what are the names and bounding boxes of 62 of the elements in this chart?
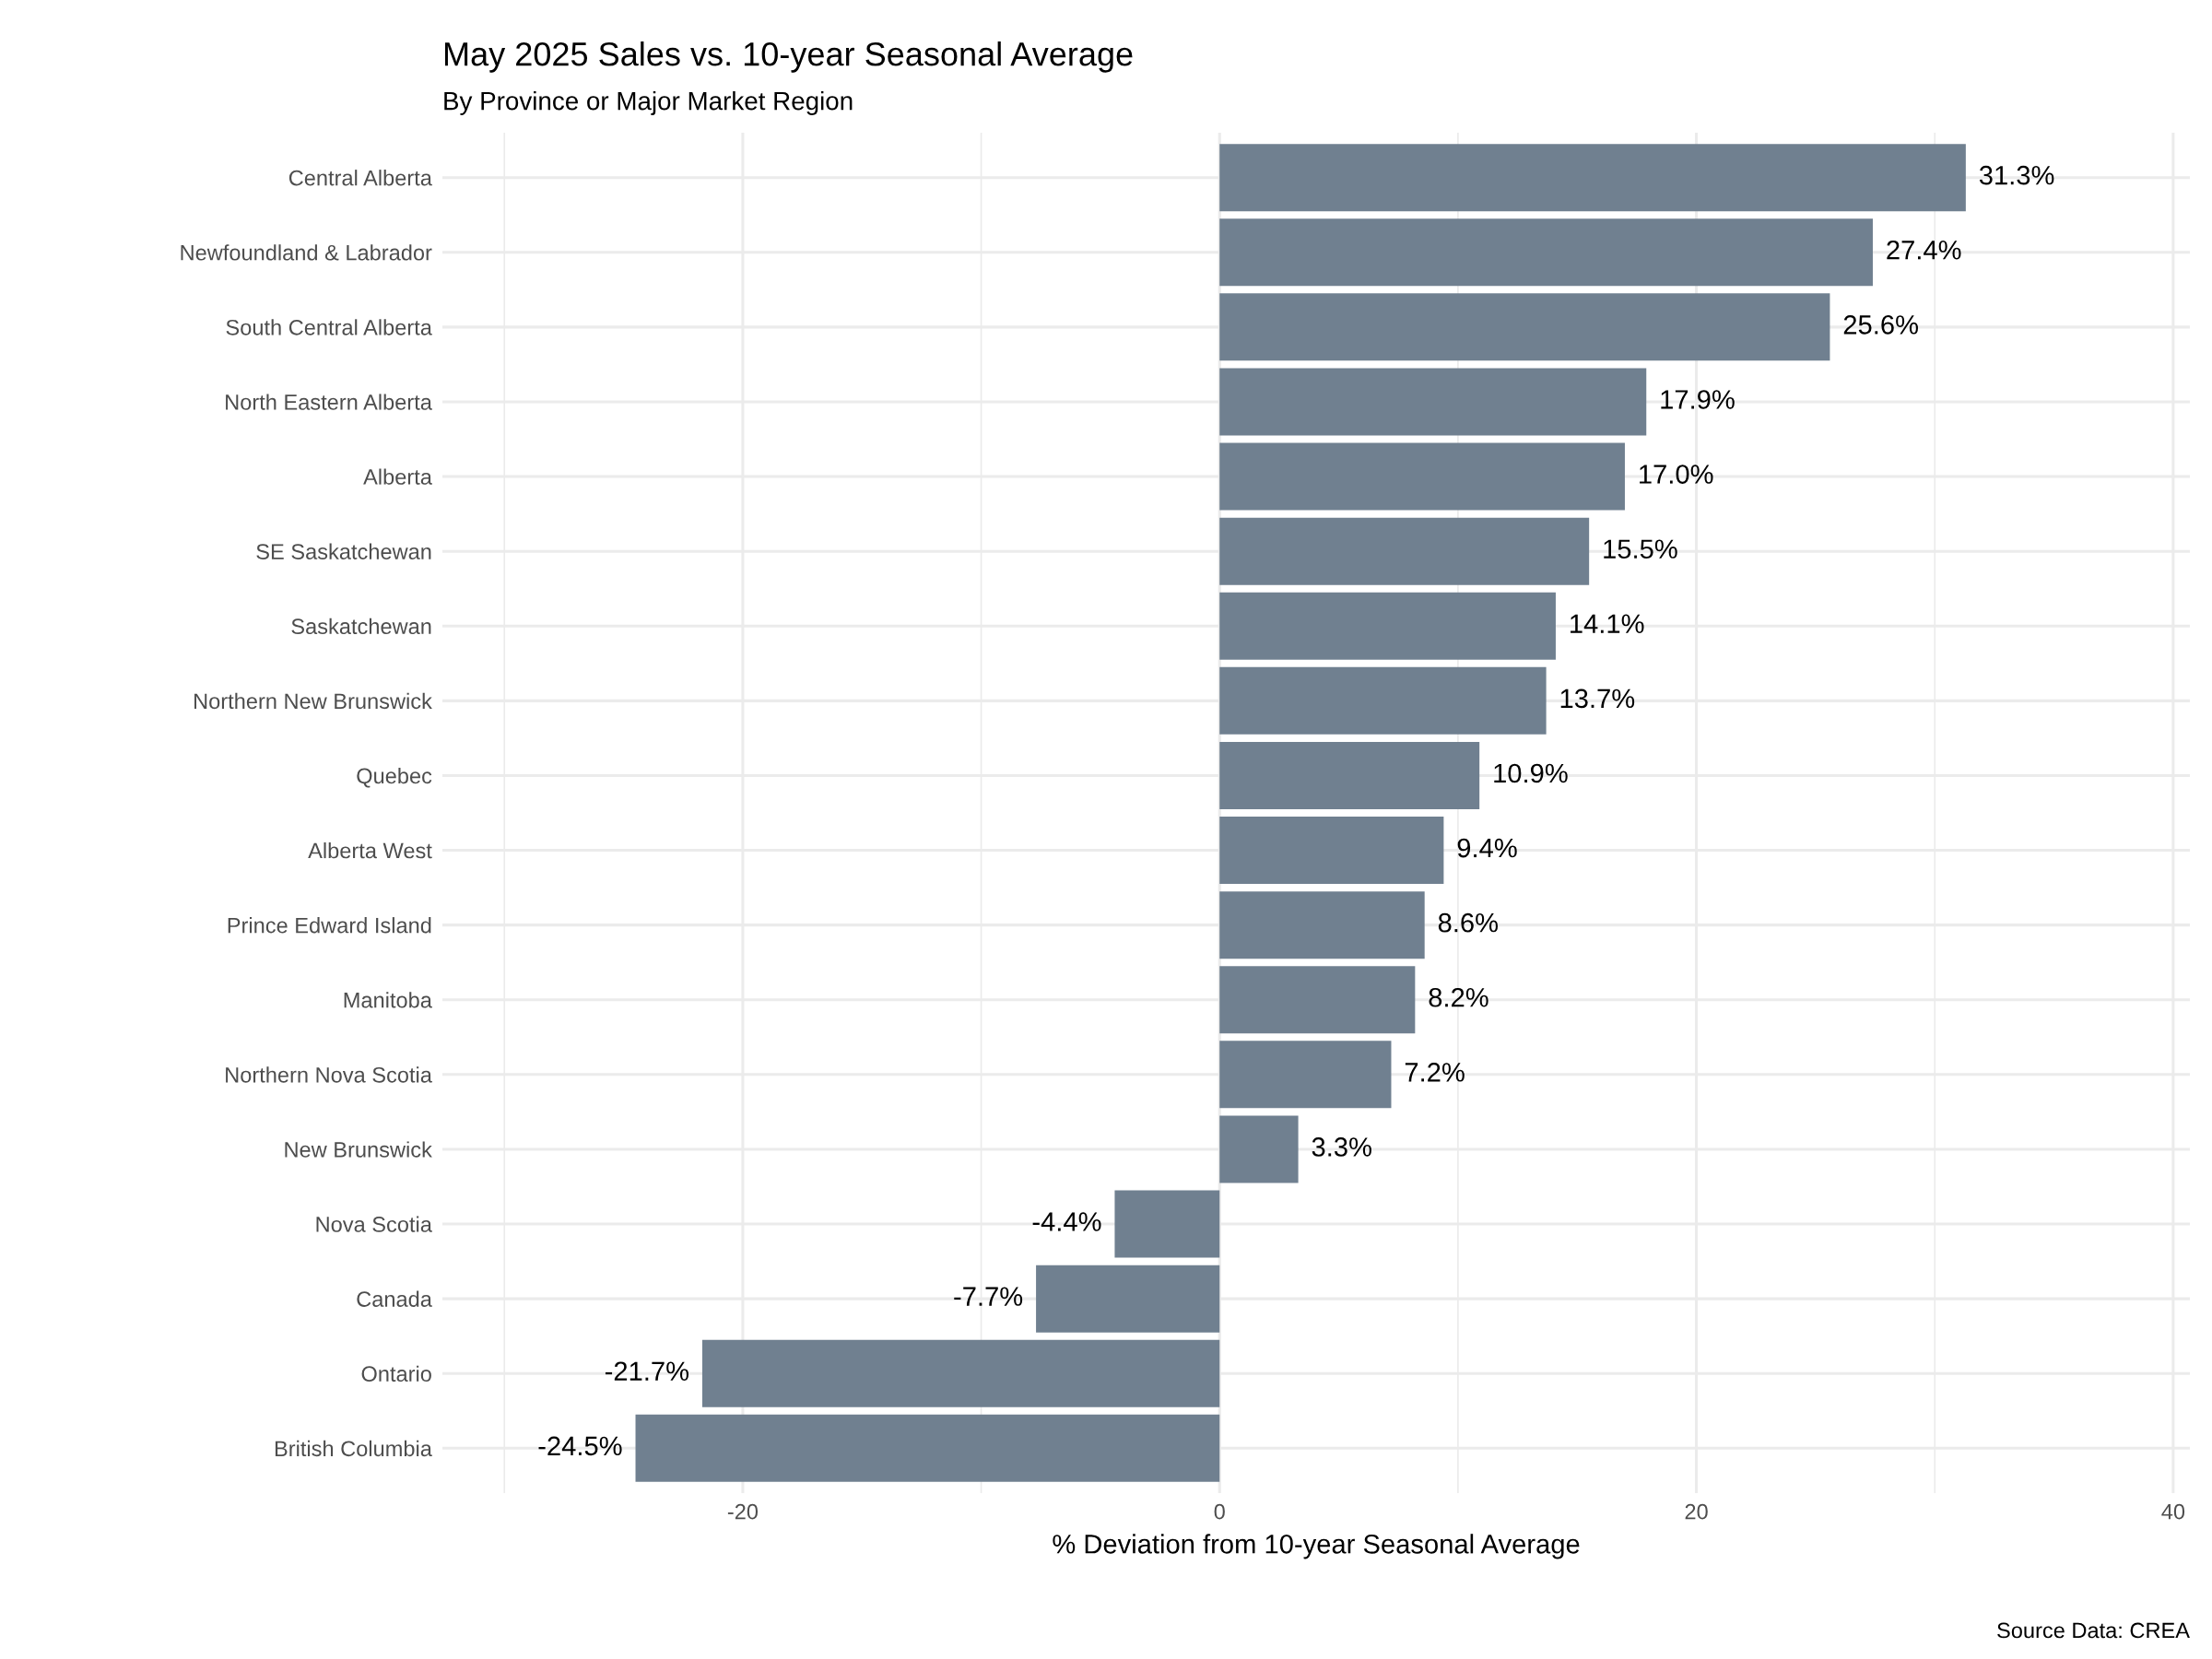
data-label: 9.4% [1457, 838, 1517, 858]
y-tick-label: Central Alberta [288, 170, 432, 186]
y-tick-label: Manitoba [344, 992, 432, 1008]
data-label: 25.6% [1843, 315, 1918, 335]
data-label: 27.4% [1887, 240, 1961, 260]
bar [1036, 1265, 1220, 1333]
data-label: 7.2% [1405, 1063, 1465, 1082]
data-label: 8.6% [1438, 912, 1499, 933]
y-tick-label: Quebec [357, 767, 432, 788]
x-tick-label: 0 [1214, 1503, 1225, 1520]
bar [635, 1414, 1220, 1482]
bar [1219, 966, 1416, 1034]
y-tick-label: Prince Edward Island [228, 917, 431, 934]
bar [701, 1339, 1220, 1407]
y-tick-label: SE Saskatchewan [256, 543, 431, 559]
bar [1219, 666, 1547, 735]
y-tick-label: New Brunswick [285, 1141, 432, 1158]
y-tick-label: Northern New Brunswick [194, 692, 432, 710]
y-tick-label: Alberta [363, 468, 432, 485]
data-label: 3.3% [1312, 1137, 1371, 1157]
y-tick-label: British Columbia [275, 1440, 432, 1457]
y-tick-label: Alberta West [308, 841, 432, 859]
x-tick-label: -20 [727, 1503, 759, 1520]
bar [1219, 293, 1830, 361]
chart-subtitle: By Province or Major Market Region [444, 91, 853, 115]
data-label: -21.7% [605, 1361, 689, 1381]
bar [1219, 1115, 1299, 1183]
bar [1219, 592, 1556, 660]
data-label: 13.7% [1560, 688, 1635, 709]
data-label: 10.9% [1494, 763, 1568, 783]
bar [1219, 517, 1590, 585]
data-label: -7.7% [954, 1287, 1023, 1306]
bar [1219, 442, 1625, 511]
y-tick-label: Nova Scotia [316, 1216, 432, 1232]
y-tick-label: Canada [357, 1290, 432, 1307]
y-tick-label: Northern Nova Scotia [226, 1066, 432, 1083]
y-tick-label: South Central Alberta [226, 319, 432, 335]
y-tick-label: North Eastern Alberta [226, 394, 432, 410]
y-tick-label: Saskatchewan [291, 618, 431, 635]
source-note: Source Data: CREA [1997, 1622, 2190, 1639]
data-label: -4.4% [1032, 1212, 1101, 1231]
bar [1219, 817, 1444, 885]
bar [1219, 891, 1425, 959]
x-tick-label: 20 [1685, 1503, 1708, 1520]
data-label: 17.9% [1661, 390, 1735, 409]
chart-title: May 2025 Sales vs. 10-year Seasonal Average [444, 41, 1133, 73]
bar [1219, 1041, 1392, 1109]
data-label: 17.0% [1640, 465, 1713, 484]
data-label: 8.2% [1429, 987, 1488, 1007]
x-axis-title: % Deviation from 10-year Seasonal Average [1053, 1534, 1580, 1559]
data-label: 31.3% [1979, 165, 2054, 185]
y-tick-label: Newfoundland & Labrador [181, 244, 432, 261]
bar [1219, 218, 1873, 287]
bar [1219, 144, 1966, 212]
bar [1219, 741, 1480, 809]
bar [1114, 1190, 1220, 1258]
bar [1219, 368, 1647, 436]
data-label: -24.5% [538, 1436, 622, 1456]
data-label: 15.5% [1604, 539, 1677, 559]
data-label: 14.1% [1571, 614, 1644, 633]
y-tick-label: Ontario [361, 1365, 431, 1382]
x-tick-label: 40 [2161, 1503, 2185, 1520]
